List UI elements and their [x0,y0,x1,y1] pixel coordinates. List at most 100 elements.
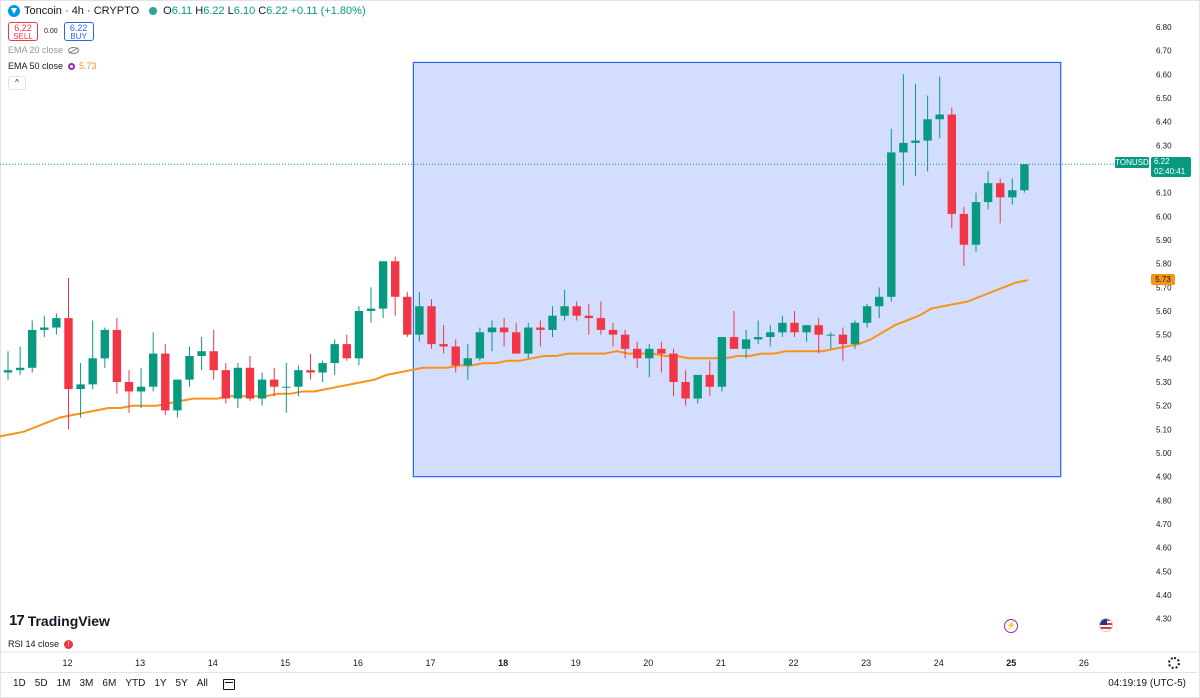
collapse-legend-button[interactable]: ^ [8,76,26,90]
candle[interactable] [439,325,448,354]
candle[interactable] [971,192,981,252]
candle[interactable] [560,289,569,321]
candle[interactable] [245,355,255,401]
candle[interactable] [161,344,170,416]
candle[interactable] [814,318,823,354]
candle[interactable] [584,303,593,335]
candle[interactable] [354,306,364,366]
candle[interactable] [548,306,557,338]
candle[interactable] [923,95,932,172]
tradingview-logo[interactable]: 17 TradingView [9,612,110,629]
candle[interactable] [233,363,243,409]
candle[interactable] [633,341,642,368]
candle[interactable] [959,206,969,267]
candle[interactable] [52,313,61,335]
calendar-icon[interactable] [222,679,235,690]
candle[interactable] [64,277,73,430]
candle[interactable] [608,322,618,347]
candle[interactable] [330,339,339,375]
candle[interactable] [391,256,400,316]
candle[interactable] [403,292,412,338]
candle[interactable] [524,322,533,359]
candle[interactable] [778,315,787,338]
candle[interactable] [100,327,109,368]
candle[interactable] [947,107,956,229]
rsi-pane-label[interactable]: RSI 14 close ! [8,639,74,649]
candle[interactable] [499,318,509,347]
candle[interactable] [645,344,654,378]
candle[interactable] [306,353,315,380]
candle[interactable] [754,320,763,345]
ema20-row[interactable]: EMA 20 close [8,43,369,57]
candle[interactable] [415,292,424,342]
flash-icon[interactable]: ⚡ [1004,619,1018,633]
candle[interactable] [790,310,799,338]
candle[interactable] [270,367,279,397]
candle[interactable] [112,318,122,394]
candle[interactable] [487,320,497,352]
period-5y[interactable]: 5Y [175,678,188,689]
candle[interactable] [366,287,376,323]
candle[interactable] [802,325,811,342]
candle[interactable] [983,171,993,210]
candle[interactable] [729,310,739,349]
candle[interactable] [935,76,944,139]
candle[interactable] [875,287,884,319]
candle[interactable] [657,341,666,373]
candle[interactable] [451,339,460,373]
candle[interactable] [149,332,158,392]
candle[interactable] [693,374,702,404]
candle[interactable] [669,348,678,397]
warning-icon[interactable]: ! [64,639,74,649]
us-flag-icon[interactable] [1099,618,1113,632]
candle[interactable] [850,320,860,349]
candle[interactable] [887,128,896,302]
candle[interactable] [124,370,134,413]
ema50-row[interactable]: EMA 50 close 5.73 [8,59,369,73]
period-1d[interactable]: 1D [13,678,26,689]
candle[interactable] [1008,178,1017,205]
period-1m[interactable]: 1M [56,678,71,689]
period-6m[interactable]: 6M [102,678,117,689]
candle[interactable] [28,320,37,373]
candle[interactable] [838,327,848,361]
candle[interactable] [173,379,182,418]
buy-button[interactable]: 6.22 BUY [63,22,94,41]
candle[interactable] [899,74,908,186]
candle[interactable] [185,346,194,387]
candle[interactable] [572,301,581,321]
candle[interactable] [3,351,13,380]
range-selection-box[interactable] [412,61,1062,478]
ema-settings-icon[interactable] [68,62,76,70]
candle[interactable] [996,178,1005,224]
candle[interactable] [294,365,303,397]
candle[interactable] [209,329,218,380]
candle[interactable] [40,315,49,338]
candle[interactable] [717,337,727,392]
candle[interactable] [705,360,714,397]
period-5d[interactable]: 5D [34,678,48,689]
candle[interactable] [197,337,206,371]
candle[interactable] [475,327,485,361]
candle[interactable] [620,329,630,359]
eye-off-icon[interactable] [68,46,80,54]
candle[interactable] [911,83,920,177]
candle[interactable] [766,325,775,347]
candle[interactable] [512,322,521,354]
candle[interactable] [862,303,872,328]
candle[interactable] [427,299,436,349]
period-all[interactable]: All [196,678,208,689]
period-3m[interactable]: 3M [79,678,94,689]
candle[interactable] [15,346,25,375]
candle[interactable] [741,329,751,359]
candle[interactable] [342,334,351,361]
candle[interactable] [596,301,606,335]
period-1y[interactable]: 1Y [154,678,167,689]
settings-icon[interactable] [1168,657,1180,669]
candle[interactable] [463,344,472,380]
candle[interactable] [282,363,291,413]
candle[interactable] [88,320,97,390]
timezone-clock[interactable]: 04:19:19 (UTC-5) [1108,678,1186,689]
symbol-title[interactable]: Toncoin · 4h · CRYPTO [24,5,140,17]
